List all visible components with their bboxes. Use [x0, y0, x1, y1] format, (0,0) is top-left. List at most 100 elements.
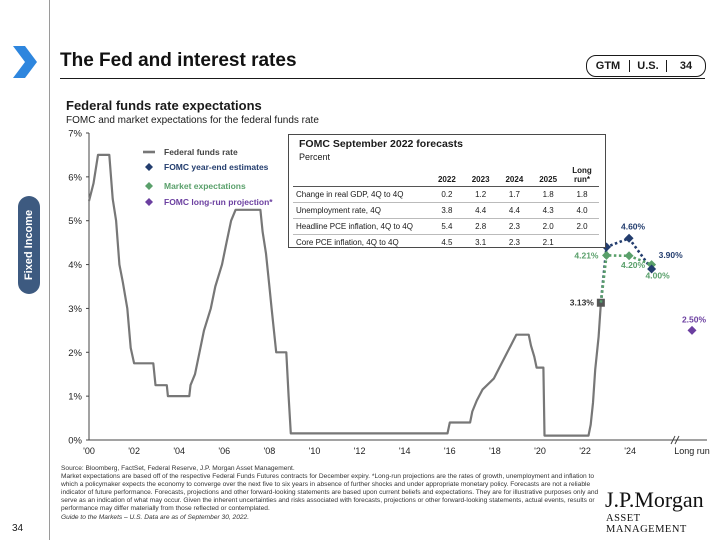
table-cell: 3.1 [475, 238, 487, 247]
axis-break-mark [670, 435, 676, 445]
x-tick-label: '08 [264, 446, 276, 456]
fed-funds-chart: 0% 1% 2% 3% 4% 5% 6% 7% '00 '02 '04 '06 '08 '10 '12 '14… [68, 129, 710, 457]
table-cell: 2.3 [508, 238, 520, 247]
market-label: 4.21% [574, 250, 599, 260]
legend-label: FOMC year-end estimates [164, 162, 269, 172]
row-label: Core PCE inflation, 4Q to 4Q [296, 238, 399, 247]
x-tick-label: '00 [83, 446, 95, 456]
page-title: The Fed and interest rates [60, 50, 297, 71]
x-tick-label: Long run [674, 446, 710, 456]
y-tick-label: 3% [68, 304, 82, 315]
legend-label: Federal funds rate [164, 147, 238, 157]
section-tab-fixed-income[interactable]: Fixed Income [18, 196, 40, 294]
col-header-2023: 2023 [463, 164, 498, 187]
ffr-current-point [596, 298, 605, 307]
federal-funds-rate-line [87, 153, 602, 437]
col-header [293, 164, 430, 187]
tag-region: U.S. [630, 60, 667, 72]
table-cell: 1.7 [497, 186, 532, 203]
x-tick-label: '02 [128, 446, 140, 456]
chart-title: Federal funds rate expectations [66, 98, 262, 113]
jpmorgan-logo: J.P.Morgan [605, 487, 704, 512]
col-header-2024: 2024 [497, 164, 532, 187]
table-cell: 0.2 [430, 186, 464, 203]
tag-page-number: 34 [679, 60, 693, 72]
table-cell: 1.8 [565, 186, 599, 203]
table-cell: 2.3 [497, 218, 532, 235]
forecast-table-subtitle: Percent [299, 152, 331, 162]
fomc-label: 3.90% [659, 250, 684, 260]
y-tick-label: 4% [68, 260, 82, 271]
x-tick-label: '10 [309, 446, 321, 456]
table-row: Core PCE inflation, 4Q to 4Q 4.5 3.1 2.3… [293, 235, 599, 251]
forecast-table-title: FOMC September 2022 forecasts [299, 138, 463, 150]
fomc-estimate-point [624, 233, 634, 243]
y-tick-label: 1% [68, 392, 82, 403]
x-tick-label: '22 [579, 446, 591, 456]
footnote-body: Market expectations are based off of the… [61, 473, 599, 513]
x-tick-label: '06 [218, 446, 230, 456]
y-tick-label: 6% [68, 172, 82, 183]
market-label: 4.20% [621, 260, 646, 270]
fomc-estimate-point [647, 264, 657, 274]
table-cell: 1.2 [463, 186, 498, 203]
ffr-current-label: 3.13% [570, 298, 595, 308]
legend-diamond-swatch [145, 182, 153, 190]
table-cell: 4.5 [441, 238, 453, 247]
footnote-source: Source: Bloomberg, FactSet, Federal Rese… [61, 465, 295, 472]
forecast-grid: 2022 2023 2024 2025 Long run* Change in r… [293, 164, 599, 250]
table-cell: 4.4 [497, 202, 532, 219]
left-divider [49, 0, 50, 540]
market-expectation-point [602, 250, 611, 260]
x-tick-label: '18 [489, 446, 501, 456]
page-number: 34 [12, 523, 24, 534]
tag-gtm: GTM [587, 60, 630, 72]
axis-break-mark [674, 435, 680, 445]
x-tick-label: '12 [354, 446, 366, 456]
y-tick-label: 7% [68, 129, 82, 140]
table-cell: 3.8 [430, 202, 464, 219]
ffr-series [87, 153, 605, 437]
y-tick-label: 0% [68, 436, 82, 447]
footnote-guide: Guide to the Markets – U.S. Data are as … [61, 513, 250, 521]
x-tick-label: '16 [444, 446, 456, 456]
chart-tick-labels: 0% 1% 2% 3% 4% 5% 6% 7% '00 '02 '04 '06 '08 '10 '12 '14… [68, 129, 710, 457]
x-tick-label: '04 [173, 446, 185, 456]
row-label: Unemployment rate, 4Q [293, 202, 430, 219]
table-cell: 5.4 [430, 218, 464, 235]
table-cell: 4.4 [463, 202, 498, 219]
long-run-projection-point [687, 325, 697, 335]
table-cell: 2.0 [565, 218, 599, 235]
fomc-label: 4.60% [621, 221, 646, 231]
chart-subtitle: FOMC and market expectations for the fed… [66, 115, 319, 126]
x-tick-label: '20 [534, 446, 546, 456]
page-tag-box: GTM U.S. 34 [586, 55, 706, 77]
y-tick-label: 2% [68, 348, 82, 359]
market-expectations-line [599, 254, 653, 303]
table-cell: 2.0 [531, 218, 565, 235]
row-label: Change in real GDP, 4Q to 4Q [293, 186, 430, 203]
y-tick-label: 5% [68, 216, 82, 227]
footnotes: Source: Bloomberg, FactSet, Federal Rese… [61, 465, 611, 522]
table-cell: 4.0 [565, 202, 599, 219]
legend-label: Market expectations [164, 181, 246, 191]
col-header-long-run: Long run* [565, 164, 599, 187]
table-cell [565, 235, 599, 251]
table-cell: 4.3 [531, 202, 565, 219]
chart-axes [86, 132, 707, 445]
chart-legend: Federal funds rate FOMC year-end estimate… [143, 147, 273, 207]
x-tick-label: '14 [399, 446, 411, 456]
row-label: Headline PCE inflation, 4Q to 4Q [293, 218, 430, 235]
jpmorgan-logo-sub: ASSET MANAGEMENT [606, 513, 687, 535]
table-row: Unemployment rate, 4Q 3.8 4.4 4.4 4.3 4.… [293, 202, 599, 219]
table-row: Change in real GDP, 4Q to 4Q 0.2 1.2 1.7… [293, 186, 599, 203]
title-underline [60, 78, 705, 79]
table-row: Headline PCE inflation, 4Q to 4Q 5.4 2.8… [293, 218, 599, 235]
table-cell: 2.1 [542, 238, 554, 247]
legend-label: FOMC long-run projection* [164, 197, 273, 207]
chevron-right-icon[interactable] [10, 44, 40, 80]
table-cell: 1.8 [531, 186, 565, 203]
x-tick-label: '24 [624, 446, 636, 456]
long-run-label: 2.50% [682, 314, 707, 324]
forecast-table: FOMC September 2022 forecasts Percent 20… [288, 134, 606, 248]
